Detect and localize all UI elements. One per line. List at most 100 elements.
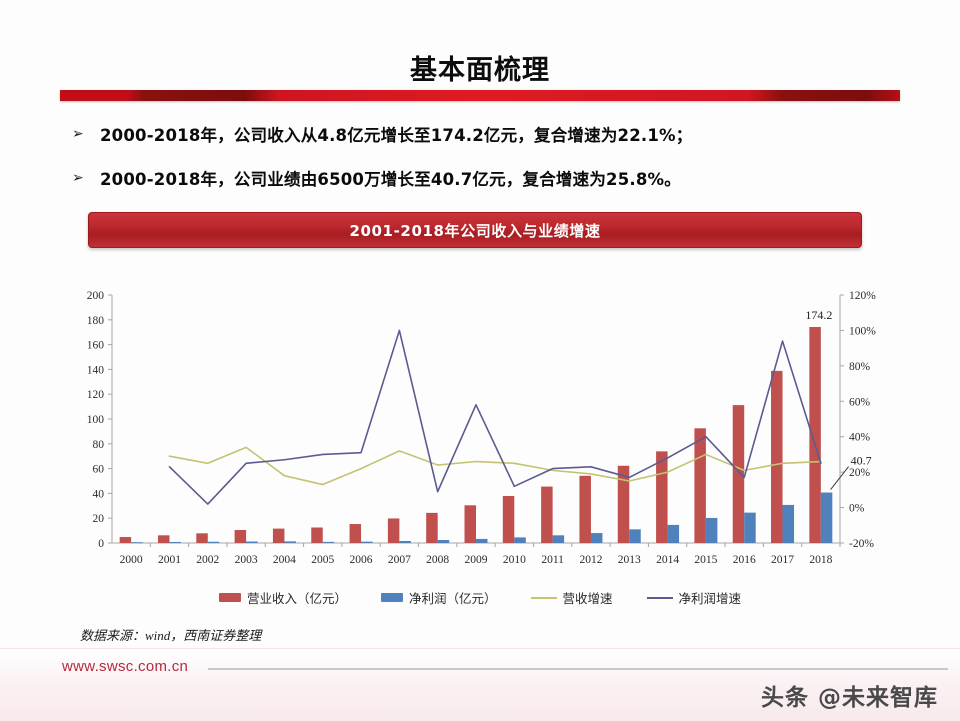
bar-net-profit <box>131 542 143 544</box>
x-tick-label: 2002 <box>196 554 219 566</box>
bar-revenue <box>617 465 630 543</box>
bar-revenue <box>349 524 362 543</box>
legend-item-profit-growth: 净利润增速 <box>646 588 742 607</box>
x-tick-label: 2000 <box>120 554 143 566</box>
bar-net-profit <box>667 524 680 543</box>
bullet-arrow-icon: ➢ <box>72 126 84 142</box>
bar-net-profit <box>629 529 641 543</box>
bullet-arrow-icon: ➢ <box>72 170 84 187</box>
x-tick-label: 2008 <box>426 554 449 566</box>
bar-net-profit <box>552 535 565 543</box>
bullet-item: ➢ 2000-2018年，公司收入从4.8亿元增长至174.2亿元，复合增速为2… <box>72 125 892 147</box>
x-tick-label: 2016 <box>733 554 756 566</box>
bar-net-profit <box>590 533 603 543</box>
bullet-text: 2000-2018年，公司收入从4.8亿元增长至174.2亿元，复合增速为22.… <box>100 126 693 145</box>
y-tick-label-right: 20% <box>849 467 871 479</box>
bar-net-profit <box>361 541 373 543</box>
bullet-item: ➢ 2000-2018年，公司业绩由6500万增长至40.7亿元，复合增速为25… <box>72 169 892 191</box>
bar-net-profit <box>437 540 450 543</box>
legend-item-revenue: 营业收入（亿元） <box>218 588 347 607</box>
bar-net-profit <box>284 541 296 543</box>
bar-revenue <box>809 326 821 543</box>
bar-revenue <box>502 496 515 543</box>
bar-revenue <box>234 529 247 543</box>
y-tick-label-left: 160 <box>87 340 105 352</box>
bar-net-profit <box>207 541 220 543</box>
legend-label: 营业收入（亿元） <box>246 591 347 606</box>
legend-item-net-profit: 净利润（亿元） <box>380 588 497 607</box>
data-label-net-profit: 40.7 <box>851 454 872 468</box>
bar-revenue <box>541 486 553 543</box>
bar-net-profit <box>399 541 411 543</box>
y-tick-label-left: 0 <box>98 538 104 550</box>
y-tick-label-right: 60% <box>849 396 871 408</box>
x-tick-label: 2001 <box>158 554 181 566</box>
bullet-list: ➢ 2000-2018年，公司收入从4.8亿元增长至174.2亿元，复合增速为2… <box>72 125 892 214</box>
bar-net-profit <box>705 517 718 543</box>
bar-revenue <box>579 475 591 543</box>
bullet-text: 2000-2018年，公司业绩由6500万增长至40.7亿元，复合增速为25.8… <box>100 170 681 190</box>
source-note: 数据来源：wind，西南证券整理 <box>80 628 262 643</box>
bar-net-profit <box>476 538 488 543</box>
legend-label: 净利润（亿元） <box>408 591 497 606</box>
x-tick-label: 2015 <box>694 554 717 566</box>
x-tick-label: 2018 <box>809 554 832 566</box>
y-tick-label-left: 140 <box>87 364 105 376</box>
footer-divider <box>208 668 948 670</box>
y-tick-label-left: 180 <box>87 315 105 327</box>
data-label-leader-line <box>830 466 849 490</box>
bar-revenue <box>732 405 745 543</box>
title-underline-rule <box>60 90 900 101</box>
bar-revenue <box>157 535 170 543</box>
bar-net-profit <box>514 537 526 543</box>
legend-item-revenue-growth: 营收增速 <box>530 588 613 607</box>
bar-revenue <box>272 528 285 543</box>
legend-swatch-revenue-icon <box>218 593 241 602</box>
x-tick-label: 2006 <box>350 554 373 566</box>
y-tick-label-left: 20 <box>93 513 105 525</box>
y-tick-label-left: 100 <box>87 414 105 426</box>
x-tick-label: 2010 <box>503 554 526 566</box>
data-label-revenue: 174.2 <box>805 308 832 322</box>
legend-label: 营收增速 <box>562 591 613 606</box>
y-tick-label-left: 200 <box>87 290 105 302</box>
bar-net-profit <box>820 492 833 543</box>
y-tick-label-right: 120% <box>849 290 876 302</box>
chart-area: 0 20 40 60 80 100 120 140 160 180 200 -20% 0% 20% 40% 6… <box>70 285 890 625</box>
page-title: 基本面梳理 <box>410 55 550 86</box>
chart-title-text: 2001-2018年公司收入与业绩增速 <box>349 221 601 240</box>
footer-url[interactable]: www.swsc.com.cn <box>62 658 189 675</box>
bar-revenue <box>426 512 438 543</box>
x-tick-label: 2005 <box>311 554 334 566</box>
bar-net-profit <box>169 542 181 544</box>
chart-title-banner: 2001-2018年公司收入与业绩增速 <box>88 212 862 248</box>
bar-revenue <box>694 428 706 543</box>
y-tick-label-right: 40% <box>849 432 871 444</box>
y-tick-label-left: 120 <box>87 389 105 401</box>
y-tick-label-left: 60 <box>93 464 105 476</box>
line-revenue-growth <box>168 446 822 486</box>
y-tick-label-left: 40 <box>93 488 105 500</box>
y-tick-label-right: 100% <box>849 325 876 337</box>
legend-label: 净利润增速 <box>678 591 742 606</box>
x-tick-label: 2012 <box>579 554 602 566</box>
bar-revenue <box>771 370 783 543</box>
legend-swatch-profit-icon <box>380 593 403 602</box>
footer-band <box>0 648 960 721</box>
bar-revenue <box>387 518 400 543</box>
bar-revenue <box>311 527 323 543</box>
combo-chart: 0 20 40 60 80 100 120 140 160 180 200 -20% 0% 20% 40% 6… <box>87 290 877 566</box>
x-tick-label: 2003 <box>235 554 258 566</box>
bar-revenue <box>119 537 132 543</box>
bar-net-profit <box>322 541 335 543</box>
x-tick-label: 2007 <box>388 554 411 566</box>
bar-revenue <box>196 533 208 543</box>
x-tick-label: 2017 <box>771 554 794 566</box>
bar-revenue <box>464 505 476 543</box>
y-tick-label-right: -20% <box>849 538 874 550</box>
legend-swatch-profit-growth-icon <box>646 596 673 599</box>
y-tick-label-left: 80 <box>93 439 105 451</box>
x-tick-label: 2011 <box>541 554 564 566</box>
bar-net-profit <box>744 512 756 543</box>
